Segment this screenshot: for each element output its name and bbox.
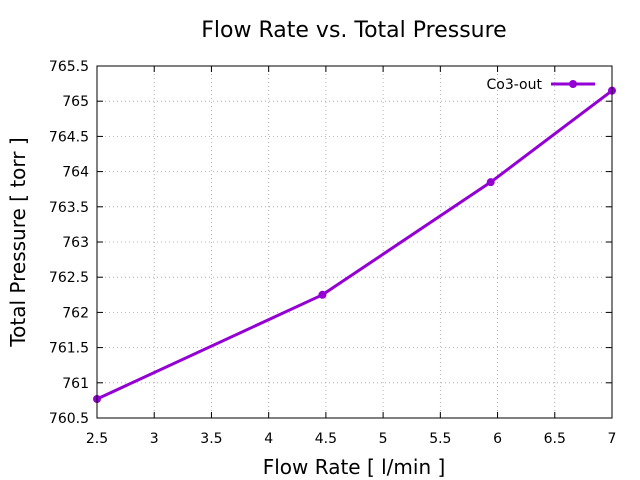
y-axis-label: Total Pressure [ torr ] bbox=[6, 137, 30, 347]
y-tick-label: 761.5 bbox=[49, 341, 89, 357]
chart-title: Flow Rate vs. Total Pressure bbox=[201, 18, 506, 43]
y-tick-label: 765 bbox=[62, 94, 89, 110]
y-tick-label: 764 bbox=[62, 165, 89, 181]
y-tick-label: 762 bbox=[62, 305, 89, 321]
series-line-co3-out bbox=[96, 89, 613, 401]
y-tick-label: 762.5 bbox=[49, 270, 89, 286]
x-tick-label: 7 bbox=[608, 431, 617, 447]
y-tick-label: 763 bbox=[62, 235, 89, 251]
x-tick-label: 5 bbox=[379, 431, 388, 447]
legend-marker-co3-out bbox=[569, 80, 577, 88]
x-tick-label: 4 bbox=[264, 431, 273, 447]
y-tick-label: 764.5 bbox=[49, 129, 89, 145]
y-tick-label: 760.5 bbox=[49, 411, 89, 427]
x-tick-labels: 2.5 3 3.5 4 4.5 5 5.5 6 6.5 7 bbox=[86, 431, 617, 447]
grid bbox=[97, 66, 612, 418]
y-tick-label: 765.5 bbox=[49, 59, 89, 75]
y-tick-labels: 760.5 761 761.5 762 762.5 763 763.5 764 764.5 765… bbox=[49, 59, 89, 427]
x-tick-label: 5.5 bbox=[429, 431, 451, 447]
y-tick-label: 763.5 bbox=[49, 200, 89, 216]
x-tick-label: 3 bbox=[150, 431, 159, 447]
y-tick-label: 761 bbox=[62, 376, 89, 392]
x-tick-label: 3.5 bbox=[200, 431, 222, 447]
x-tick-label: 4.5 bbox=[315, 431, 337, 447]
x-tick-label: 6 bbox=[493, 431, 502, 447]
data-point bbox=[486, 178, 495, 187]
legend: Co3-out bbox=[487, 77, 595, 93]
x-tick-label: 6.5 bbox=[544, 431, 566, 447]
x-axis-label: Flow Rate [ l/min ] bbox=[263, 455, 446, 479]
x-tick-label: 2.5 bbox=[86, 431, 108, 447]
plot-frame bbox=[96, 65, 613, 419]
legend-label-co3-out: Co3-out bbox=[487, 77, 543, 93]
data-point bbox=[318, 290, 327, 299]
